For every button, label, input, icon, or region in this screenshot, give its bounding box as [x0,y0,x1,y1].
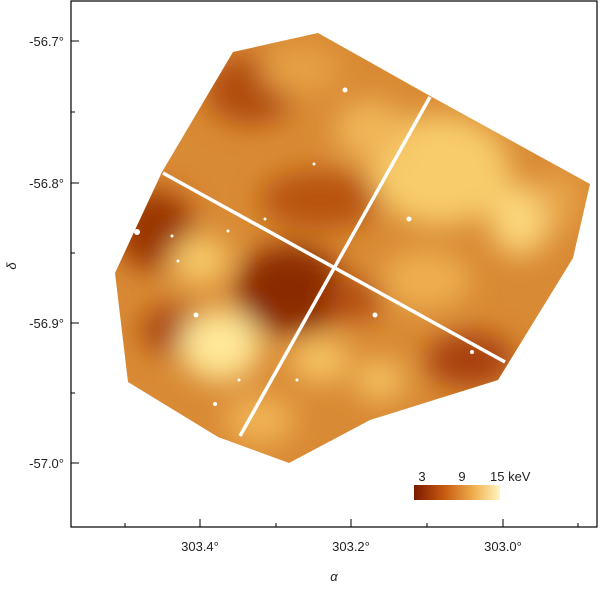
colorbar-tick-label: 3 [418,469,425,484]
colorbar: 3 9 15 keV [414,469,531,500]
x-axis [124,519,579,527]
colorbar-tick-label: 9 [458,469,465,484]
x-axis-label: α [330,569,338,584]
colorbar-tick-label: 15 keV [490,469,531,484]
y-tick-label: -56.9° [29,316,64,331]
y-tick-label: -56.7° [29,34,64,49]
chip-gap-line [238,96,432,437]
colorbar-gradient [414,485,500,500]
y-axis-label: δ [4,262,19,270]
y-axis [71,40,79,464]
x-tick-label: 303.4° [181,539,219,554]
y-tick-label: -56.8° [29,176,64,191]
y-tick-label: -57.0° [29,456,64,471]
x-tick-label: 303.2° [332,539,370,554]
excluded-sources [134,87,474,406]
x-tick-label: 303.0° [484,539,522,554]
